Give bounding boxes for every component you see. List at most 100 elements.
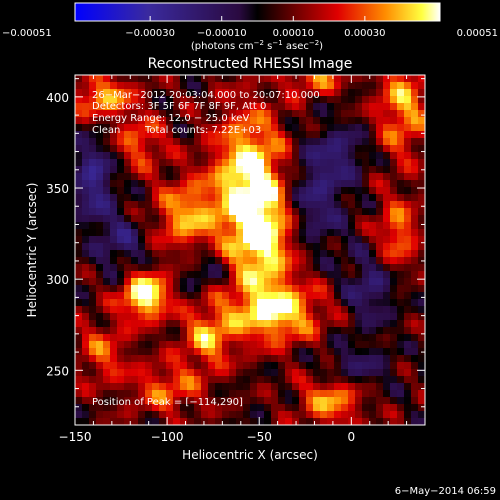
heatmap-cell (229, 82, 237, 90)
heatmap-cell (215, 411, 223, 419)
heatmap-cell (313, 257, 321, 265)
heatmap-cell (103, 264, 111, 272)
heatmap-cell (369, 117, 377, 125)
heatmap-cell (250, 271, 258, 279)
heatmap-cell (390, 89, 398, 97)
heatmap-cell (250, 110, 258, 118)
heatmap-cell (250, 264, 258, 272)
heatmap-cell (75, 299, 83, 307)
heatmap-cell (152, 138, 160, 146)
heatmap-cell (96, 348, 104, 356)
heatmap-cell (341, 124, 349, 132)
heatmap-cell (355, 82, 363, 90)
heatmap-cell (327, 355, 335, 363)
heatmap-cell (271, 411, 279, 419)
heatmap-cell (152, 397, 160, 405)
heatmap-cell (397, 159, 405, 167)
heatmap-cell (257, 348, 265, 356)
heatmap-cell (243, 208, 251, 216)
heatmap-cell (215, 334, 223, 342)
heatmap-cell (229, 271, 237, 279)
heatmap-cell (362, 75, 370, 83)
heatmap-cell (404, 208, 412, 216)
heatmap-cell (348, 313, 356, 321)
heatmap-cell (390, 201, 398, 209)
heatmap-cell (264, 404, 272, 412)
heatmap-cell (208, 285, 216, 293)
heatmap-cell (243, 103, 251, 111)
heatmap-cell (152, 229, 160, 237)
heatmap-cell (117, 173, 125, 181)
heatmap-cell (89, 348, 97, 356)
heatmap-cell (320, 285, 328, 293)
heatmap-cell (411, 271, 419, 279)
heatmap-cell (327, 194, 335, 202)
heatmap-cell (250, 292, 258, 300)
heatmap-cell (313, 208, 321, 216)
heatmap-cell (117, 397, 125, 405)
heatmap-cell (250, 201, 258, 209)
heatmap-cell (159, 250, 167, 258)
heatmap-cell (285, 201, 293, 209)
heatmap-cell (341, 243, 349, 251)
heatmap-cell (236, 334, 244, 342)
heatmap-cell (194, 173, 202, 181)
heatmap-cell (222, 271, 230, 279)
heatmap-cell (292, 383, 300, 391)
heatmap-cell (250, 299, 258, 307)
heatmap-cell (299, 110, 307, 118)
heatmap-cell (89, 103, 97, 111)
heatmap-cell (82, 222, 90, 230)
heatmap-cell (96, 397, 104, 405)
heatmap-cell (229, 257, 237, 265)
heatmap-cell (194, 201, 202, 209)
heatmap-cell (194, 292, 202, 300)
heatmap-cell (299, 152, 307, 160)
heatmap-cell (180, 264, 188, 272)
heatmap-cell (383, 404, 391, 412)
heatmap-cell (152, 124, 160, 132)
heatmap-cell (355, 110, 363, 118)
heatmap-cell (180, 383, 188, 391)
heatmap-cell (250, 208, 258, 216)
heatmap-cell (341, 159, 349, 167)
heatmap-cell (306, 117, 314, 125)
heatmap-cell (278, 103, 286, 111)
heatmap-cell (96, 229, 104, 237)
heatmap-cell (264, 82, 272, 90)
heatmap-cell (397, 355, 405, 363)
heatmap-cell (180, 341, 188, 349)
heatmap-cell (187, 215, 195, 223)
heatmap-cell (313, 285, 321, 293)
heatmap-cell (187, 131, 195, 139)
heatmap-cell (194, 82, 202, 90)
heatmap-cell (117, 82, 125, 90)
heatmap-cell (334, 271, 342, 279)
heatmap-cell (82, 320, 90, 328)
heatmap-cell (187, 383, 195, 391)
heatmap-cell (355, 376, 363, 384)
heatmap-cell (341, 145, 349, 153)
heatmap-cell (138, 411, 146, 419)
heatmap-cell (376, 362, 384, 370)
heatmap-cell (348, 278, 356, 286)
heatmap-cell (124, 397, 132, 405)
heatmap-cell (383, 243, 391, 251)
heatmap-cell (320, 355, 328, 363)
heatmap-cell (264, 215, 272, 223)
heatmap-cell (348, 299, 356, 307)
heatmap-cell (152, 243, 160, 251)
heatmap-cell (75, 215, 83, 223)
heatmap-cell (299, 397, 307, 405)
heatmap-cell (376, 187, 384, 195)
heatmap-cell (334, 278, 342, 286)
heatmap-cell (418, 194, 426, 202)
heatmap-cell (222, 229, 230, 237)
heatmap-cell (201, 124, 209, 132)
heatmap-cell (222, 215, 230, 223)
heatmap-cell (75, 110, 83, 118)
heatmap-cell (152, 117, 160, 125)
heatmap-cell (383, 348, 391, 356)
heatmap-cell (390, 383, 398, 391)
heatmap-cell (243, 229, 251, 237)
